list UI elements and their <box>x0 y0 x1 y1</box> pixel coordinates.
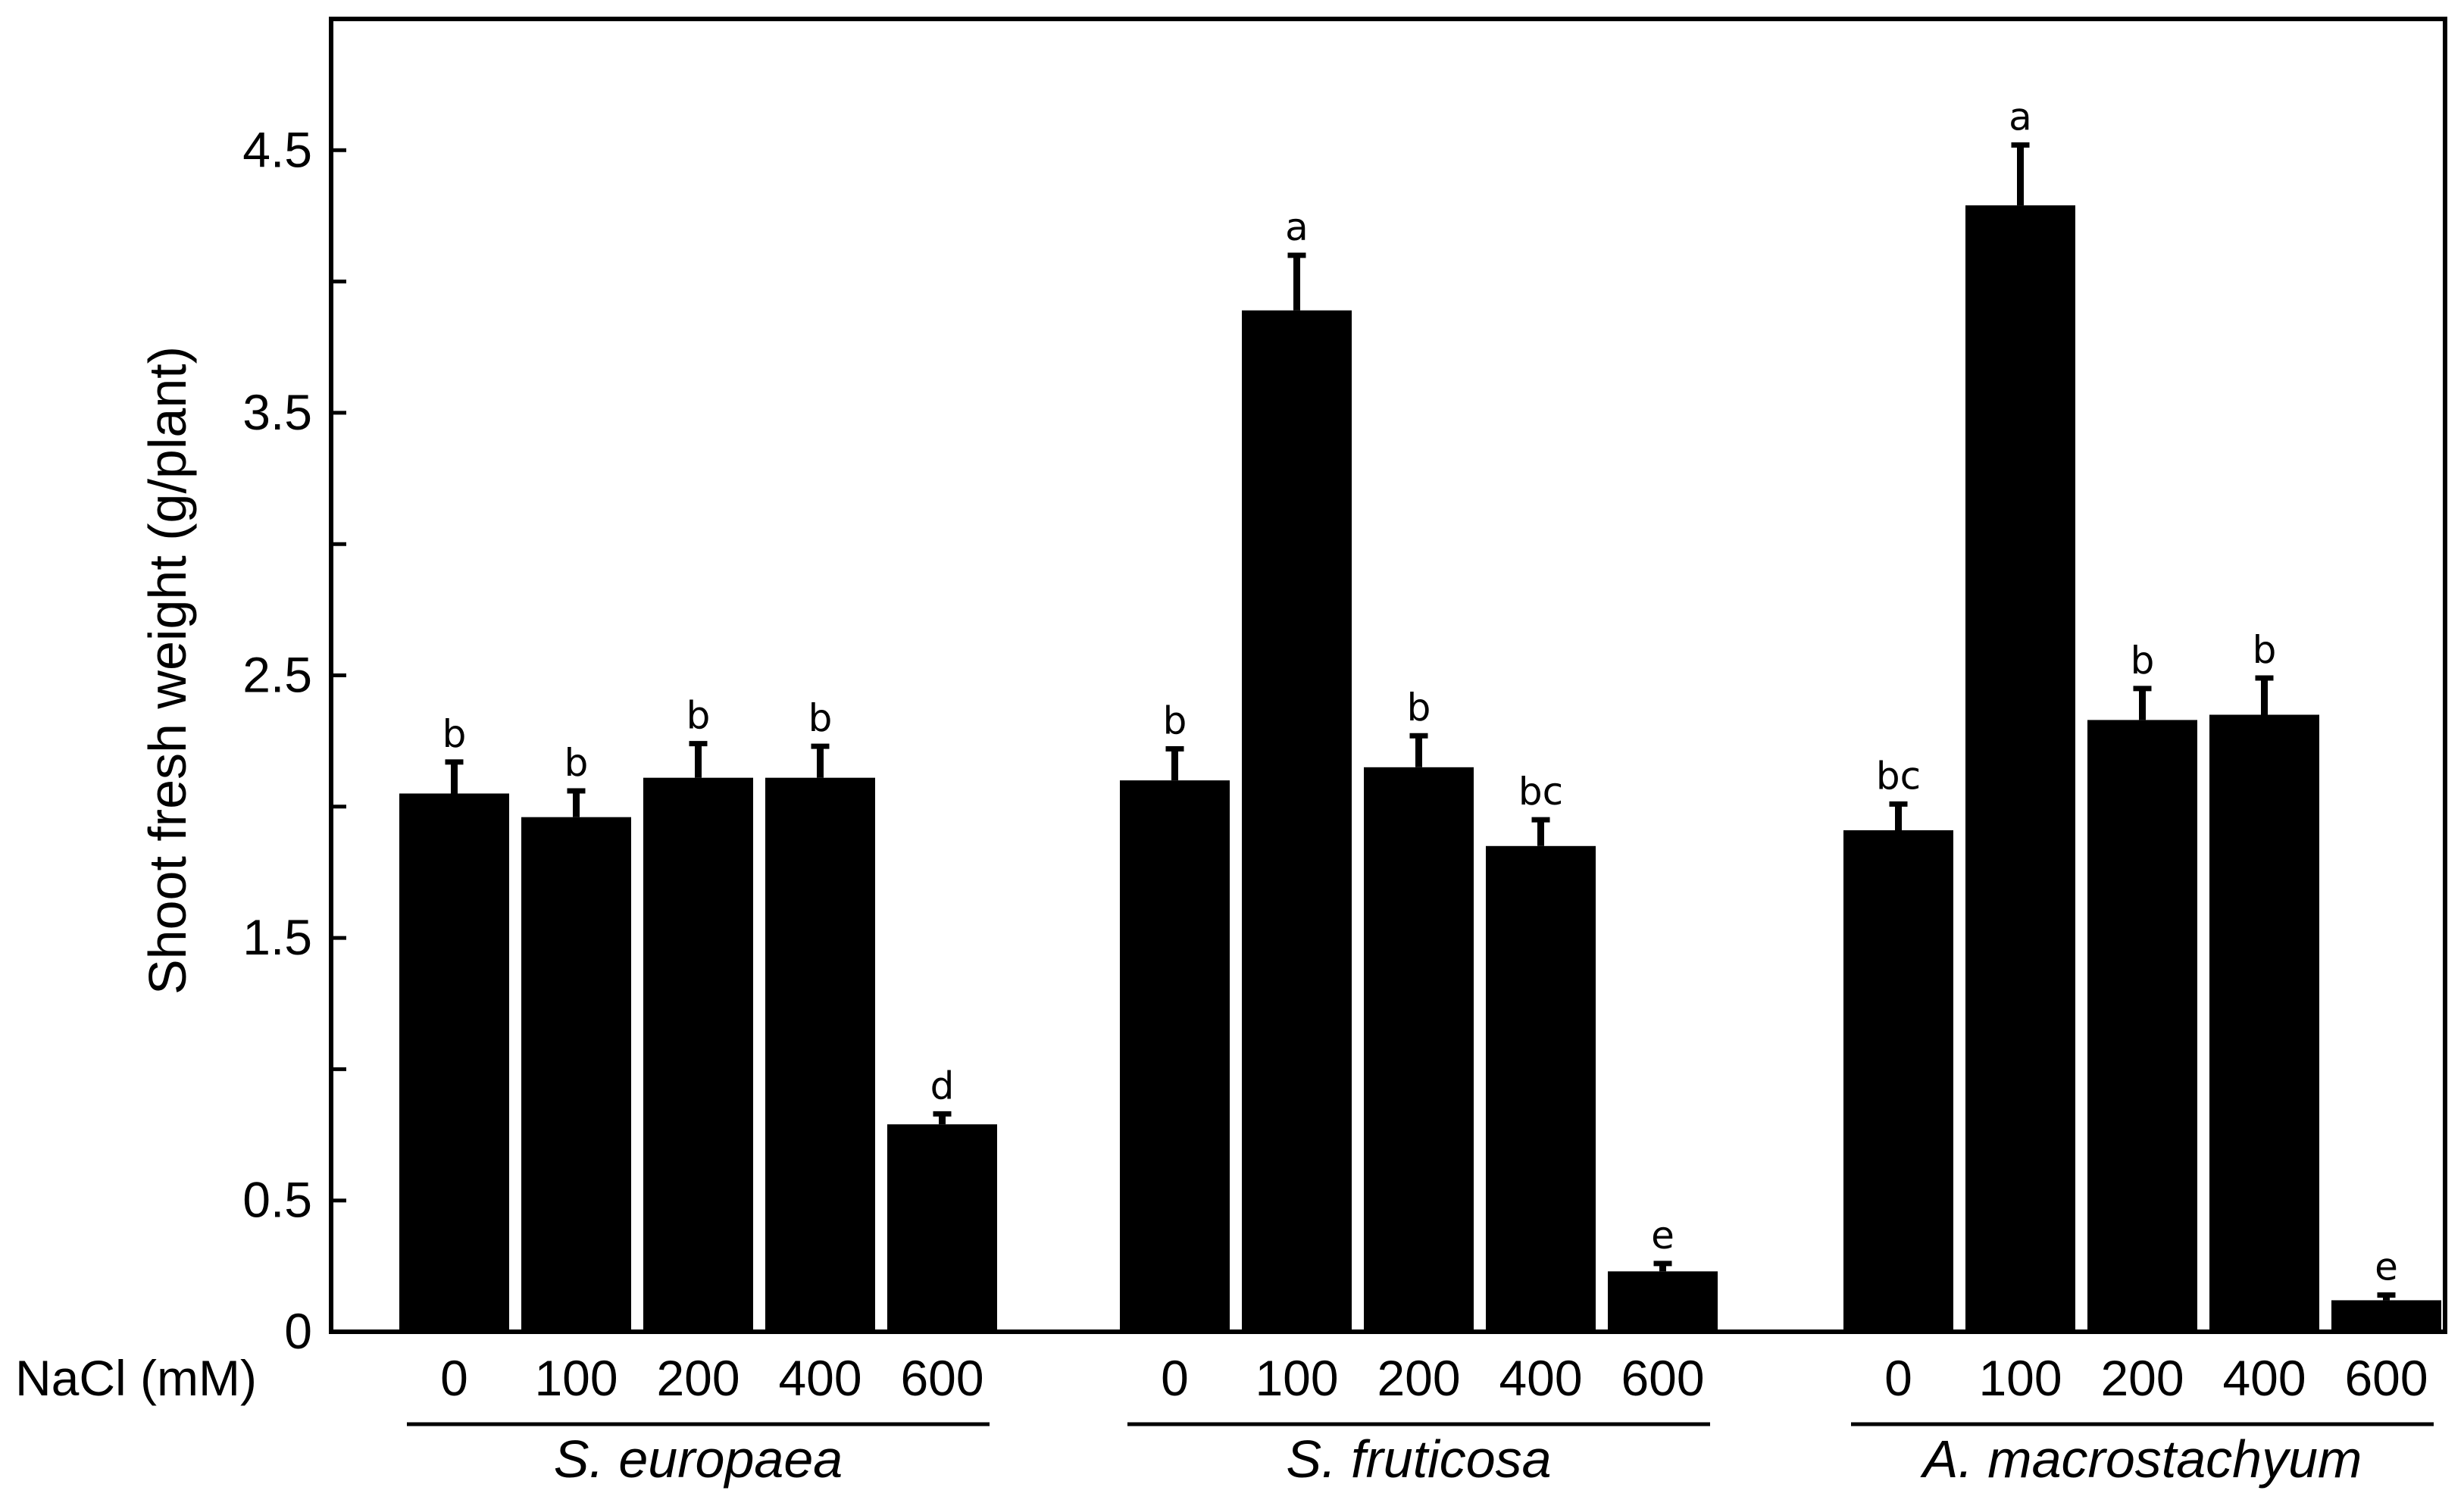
bar <box>1364 767 1474 1332</box>
bars: b b b b d b a b bc e bc a b b e <box>399 95 2441 1333</box>
x-tick-label: 0 <box>1161 1350 1189 1406</box>
bar <box>643 777 753 1332</box>
x-tick-label: 200 <box>1377 1350 1460 1406</box>
x-tick-label: 0 <box>1884 1350 1912 1406</box>
bar <box>2209 714 2319 1332</box>
significance-label: b <box>808 696 833 740</box>
significance-label: b <box>2131 639 2155 683</box>
x-tick-label: 600 <box>900 1350 983 1406</box>
significance-label: b <box>1407 686 1431 730</box>
significance-label: e <box>1651 1214 1674 1258</box>
y-axis-ticks: 0 0.5 1.5 2.5 3.5 4.5 <box>242 121 346 1359</box>
bar <box>1120 780 1230 1332</box>
x-tick-label: 100 <box>1255 1350 1338 1406</box>
x-tick-label: 400 <box>2222 1350 2306 1406</box>
bar <box>2331 1300 2441 1332</box>
significance-label: e <box>2375 1245 2398 1289</box>
x-tick-label: 100 <box>534 1350 618 1406</box>
significance-label: a <box>2009 95 2032 139</box>
y-axis-title: Shoot fresh weight (g/plant) <box>138 346 197 995</box>
significance-label: b <box>564 741 589 785</box>
x-tick-label: 600 <box>2344 1350 2428 1406</box>
bar <box>1843 830 1953 1332</box>
bar <box>887 1124 997 1332</box>
x-tick-label: 100 <box>1978 1350 2062 1406</box>
significance-label: d <box>930 1064 955 1108</box>
bar <box>399 793 509 1332</box>
x-tick-label: 200 <box>2100 1350 2184 1406</box>
x-axis-tick-labels: 0 100 200 400 600 0 100 200 400 600 0 100 200 400 600 <box>440 1350 2428 1406</box>
x-axis-title: NaCl (mM) <box>15 1350 257 1406</box>
significance-label: b <box>2253 628 2277 672</box>
bar <box>765 777 875 1332</box>
x-tick-label: 600 <box>1621 1350 1704 1406</box>
x-tick-label: 400 <box>1499 1350 1582 1406</box>
bar <box>1242 310 1352 1332</box>
x-tick-label: 400 <box>778 1350 861 1406</box>
y-tick-label: 4.5 <box>242 121 312 177</box>
significance-label: b <box>442 712 467 756</box>
significance-label: b <box>686 694 711 738</box>
significance-label: b <box>1163 699 1187 743</box>
y-tick-label: 1.5 <box>242 909 312 965</box>
x-tick-label: 200 <box>656 1350 740 1406</box>
bar <box>1965 205 2075 1333</box>
bar <box>521 817 631 1332</box>
x-tick-label: 0 <box>440 1350 468 1406</box>
y-tick-label: 0 <box>284 1303 312 1359</box>
species-groups: S. europaea S. fruticosa A. macrostachyum <box>407 1422 2434 1489</box>
species-label: A. macrostachyum <box>1920 1429 2362 1489</box>
bar <box>1608 1271 1718 1332</box>
y-tick-label: 0.5 <box>242 1172 312 1228</box>
significance-label: bc <box>1518 770 1563 814</box>
species-label: S. europaea <box>554 1429 843 1489</box>
y-tick-label: 2.5 <box>242 647 312 703</box>
significance-label: bc <box>1876 754 1921 798</box>
bar <box>1486 845 1596 1332</box>
significance-label: a <box>1285 205 1309 249</box>
bar <box>2087 720 2197 1332</box>
y-tick-label: 3.5 <box>242 384 312 440</box>
species-label: S. fruticosa <box>1286 1429 1551 1489</box>
